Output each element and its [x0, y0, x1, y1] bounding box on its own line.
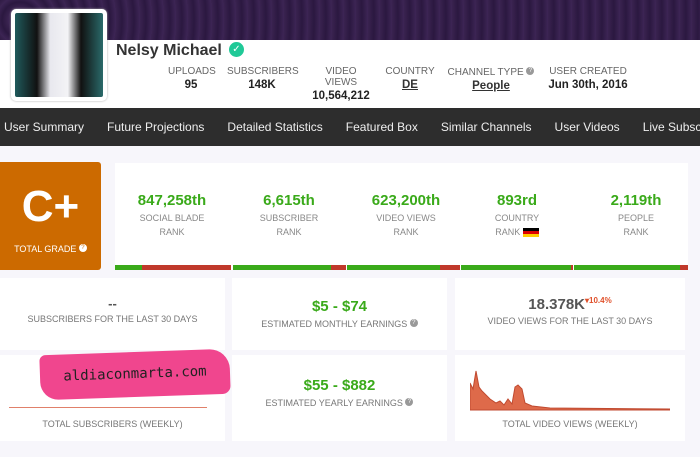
rank-bar-good	[115, 265, 142, 270]
rank-subscriber: 6,615th SUBSCRIBER RANK	[259, 192, 319, 237]
views-area-chart	[470, 370, 670, 411]
rank-social-blade: 847,258th SOCIAL BLADE RANK	[137, 192, 207, 237]
help-icon[interactable]: ?	[526, 67, 535, 75]
rank-bar	[233, 265, 346, 270]
rank-bar-bad	[570, 265, 573, 270]
rank-bar-good	[461, 265, 571, 270]
channel-header	[0, 40, 700, 108]
card-total-views-weekly: TOTAL VIDEO VIEWS (WEEKLY)	[455, 355, 685, 441]
stat-channel-type[interactable]: CHANNEL TYPE ? People	[446, 67, 536, 92]
rank-bar-bad	[331, 265, 346, 270]
help-icon[interactable]: ?	[409, 319, 418, 327]
rank-bar	[115, 265, 231, 270]
tab-future-projections[interactable]: Future Projections	[107, 120, 205, 134]
grade-value: C+	[21, 182, 80, 231]
help-icon[interactable]: ?	[405, 398, 414, 406]
card-views-30-days: 18.378K▾10.4% VIDEO VIEWS FOR THE LAST 3…	[455, 278, 685, 350]
stat-uploads: UPLOADS 95	[168, 66, 216, 91]
channel-banner	[0, 0, 700, 40]
subscribers-chart-line	[9, 407, 207, 408]
tab-user-videos[interactable]: User Videos	[554, 120, 620, 134]
germany-flag-icon	[522, 228, 539, 238]
total-grade: C+ TOTAL GRADE ?	[0, 162, 101, 270]
card-yearly-earnings: $55 - $882 ESTIMATED YEARLY EARNINGS ?	[232, 355, 447, 441]
channel-name: Nelsy Michael	[116, 42, 222, 59]
help-icon[interactable]: ?	[78, 244, 87, 252]
rank-bar-good	[574, 265, 681, 270]
rank-people: 2,119th PEOPLE RANK	[610, 192, 662, 237]
tab-detailed-statistics[interactable]: Detailed Statistics	[227, 120, 323, 134]
card-monthly-earnings: $5 - $74 ESTIMATED MONTHLY EARNINGS ?	[232, 278, 447, 350]
stat-user-created: USER CREATED Jun 30th, 2016	[548, 66, 628, 91]
rank-country: 893rd COUNTRY RANK	[494, 192, 540, 238]
card-subs-30-days: -- SUBSCRIBERS FOR THE LAST 30 DAYS	[0, 278, 225, 350]
rank-bar-good	[347, 265, 440, 270]
watermark: aldiaconmarta.com	[39, 348, 231, 401]
stat-country[interactable]: COUNTRY DE	[385, 66, 435, 91]
stat-subscribers: SUBSCRIBERS 148K	[227, 66, 299, 91]
ranks-panel: 847,258th SOCIAL BLADE RANK 6,615th SUBSCRI…	[115, 163, 688, 270]
grade-label: TOTAL GRADE	[14, 244, 77, 254]
rank-video-views: 623,200th VIDEO VIEWS RANK	[371, 192, 441, 237]
rank-bar-bad	[439, 265, 460, 270]
verified-icon: ✓	[229, 42, 244, 57]
rank-bar	[574, 265, 688, 270]
rank-bar	[461, 265, 573, 270]
tab-similar-channels[interactable]: Similar Channels	[440, 120, 532, 134]
tab-live-subscriber-count[interactable]: Live Subscriber Count	[642, 120, 700, 134]
tab-user-summary[interactable]: User Summary	[4, 120, 85, 134]
tab-featured-box[interactable]: Featured Box	[345, 120, 418, 134]
rank-bar	[347, 265, 460, 270]
rank-bar-bad	[141, 265, 231, 270]
avatar[interactable]	[11, 9, 107, 101]
rank-bar-bad	[680, 265, 688, 270]
nav-bar: User Summary Future Projections Detailed…	[0, 108, 700, 146]
rank-bar-good	[233, 265, 332, 270]
stat-video-views: VIDEO VIEWS 10,564,212	[312, 66, 370, 102]
